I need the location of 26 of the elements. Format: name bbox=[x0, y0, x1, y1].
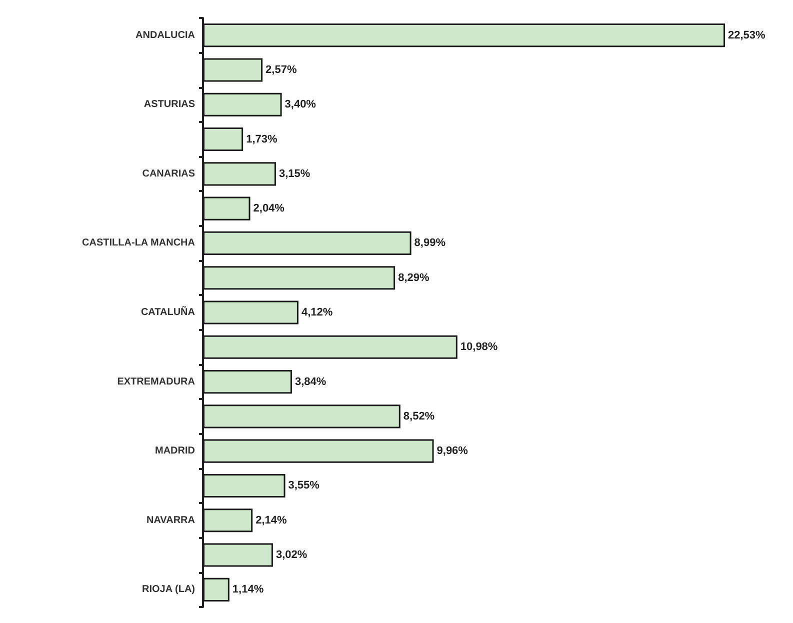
data-label: 9,96% bbox=[436, 445, 468, 458]
y-tick-label: ANDALUCIA bbox=[136, 30, 195, 41]
data-label: 1,14% bbox=[232, 584, 264, 596]
data-label: 22,53% bbox=[728, 29, 766, 42]
data-label: 8,29% bbox=[398, 272, 430, 284]
data-label: 8,99% bbox=[414, 237, 446, 250]
data-label: 2,04% bbox=[253, 202, 285, 215]
data-label: 3,84% bbox=[294, 376, 326, 388]
y-tick-label: CANARIAS bbox=[142, 168, 196, 180]
y-tick-label: ASTURIAS bbox=[144, 99, 196, 110]
data-label: 10,98% bbox=[460, 341, 498, 354]
data-label: 8,52% bbox=[403, 410, 435, 422]
y-tick-label: NAVARRA bbox=[146, 514, 195, 526]
data-label: 3,15% bbox=[278, 168, 310, 180]
data-label: 3,40% bbox=[284, 98, 316, 111]
data-label: 2,57% bbox=[266, 64, 297, 76]
y-tick-label: MADRID bbox=[155, 446, 195, 457]
y-tick-label: CASTILLA-LA MANCHA bbox=[82, 238, 195, 249]
data-label: 3,02% bbox=[276, 549, 308, 562]
y-tick-label: EXTREMADURA bbox=[117, 376, 195, 388]
y-tick-label: CATALUÑA bbox=[140, 306, 195, 318]
data-label: 3,55% bbox=[288, 480, 320, 492]
data-label: 4,12% bbox=[301, 306, 333, 318]
data-label: 2,14% bbox=[256, 514, 287, 526]
y-tick-label: RIOJA (LA) bbox=[142, 584, 195, 596]
data-label: 1,73% bbox=[246, 133, 278, 146]
